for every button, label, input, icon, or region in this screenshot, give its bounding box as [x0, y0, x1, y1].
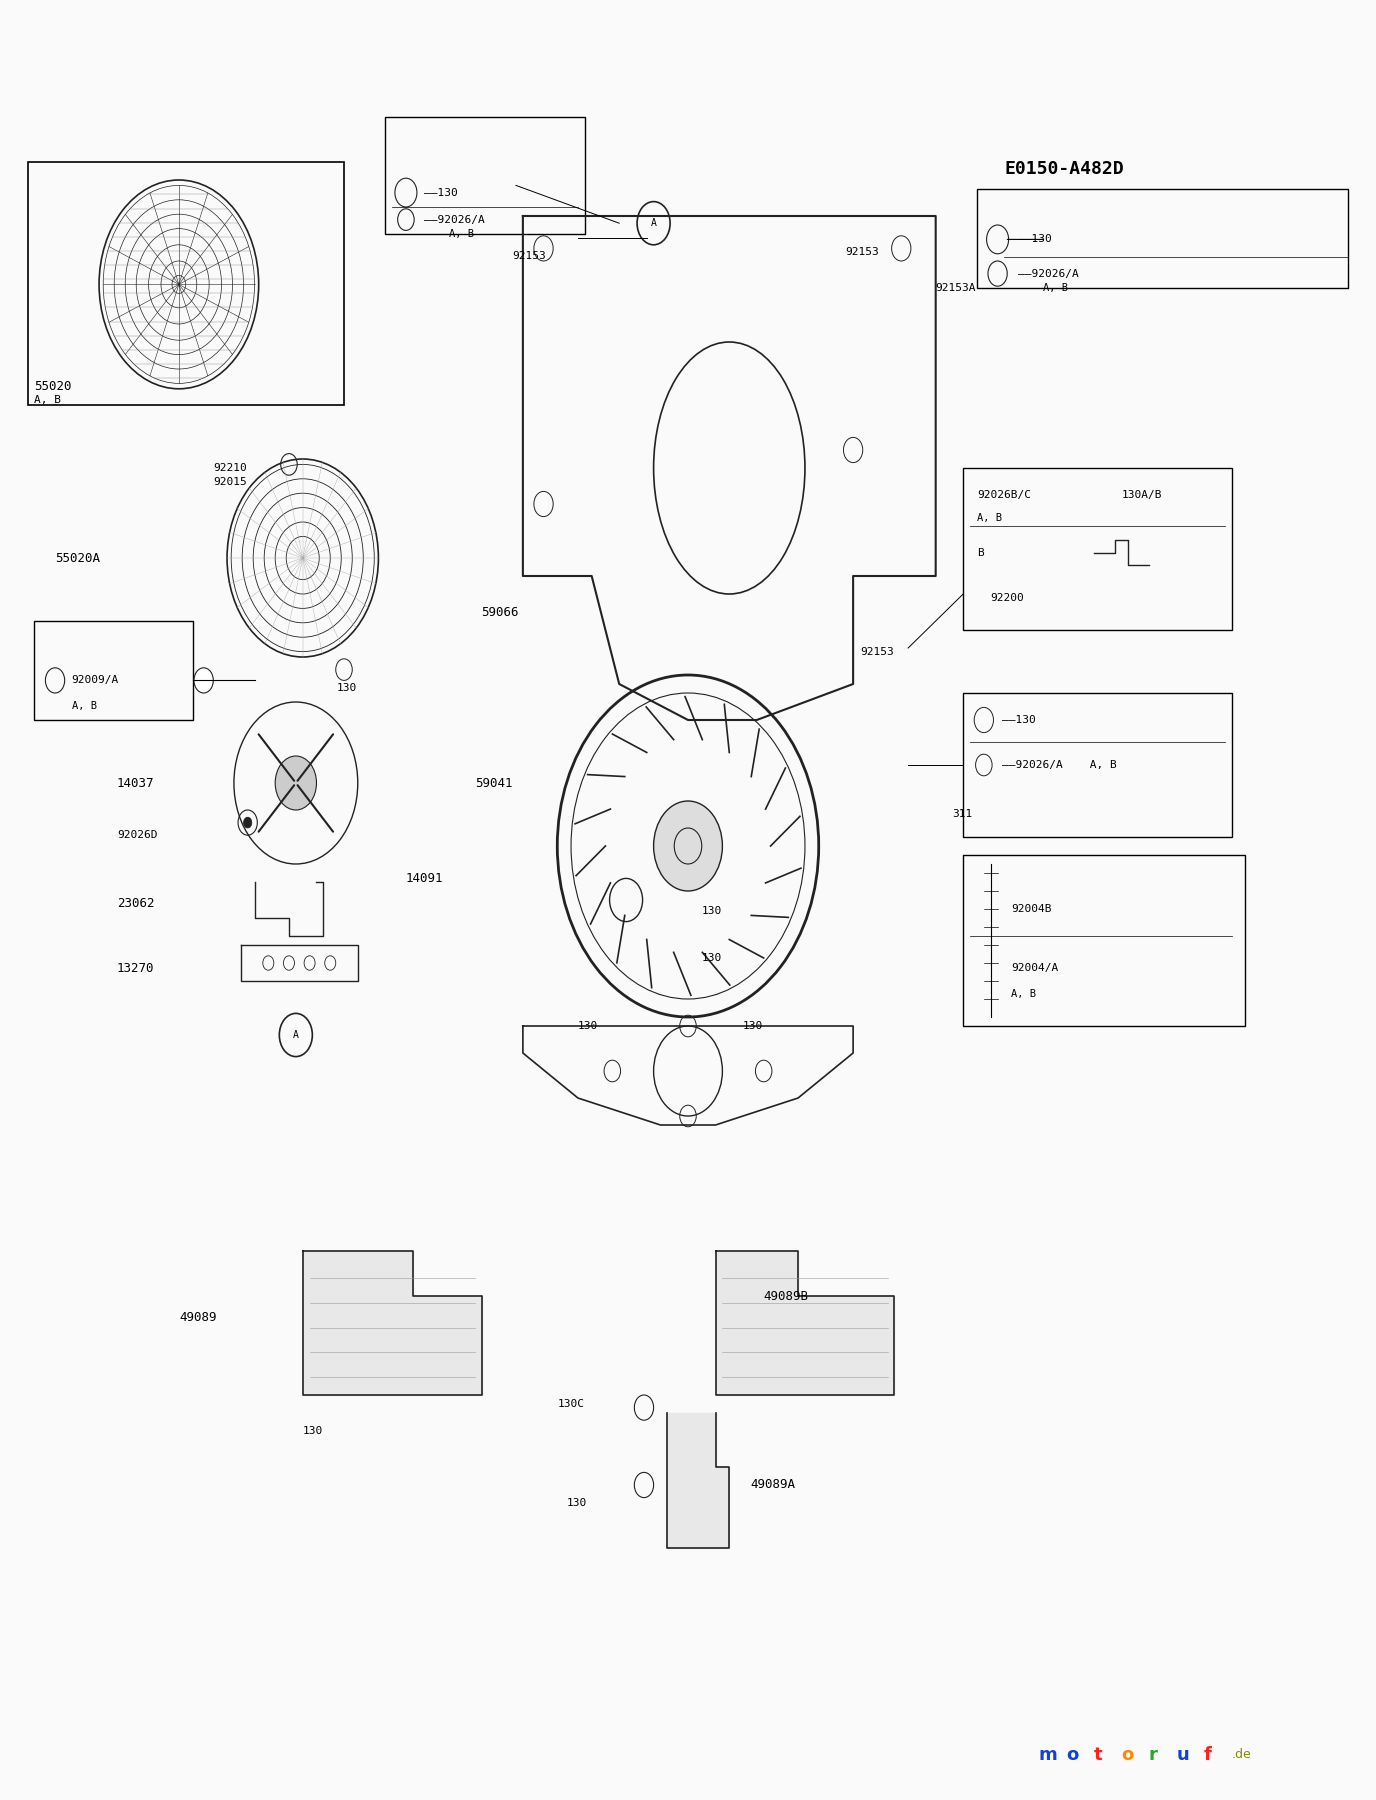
Text: A: A [651, 218, 656, 229]
Text: 55020: 55020 [34, 380, 72, 394]
Text: A: A [293, 1030, 299, 1040]
Text: ——92026/A    A, B: ——92026/A A, B [1002, 760, 1116, 770]
Text: 311: 311 [952, 808, 973, 819]
Text: o: o [1066, 1746, 1079, 1764]
Text: 130: 130 [567, 1498, 588, 1508]
Bar [963, 855, 1245, 1026]
Text: 92210: 92210 [213, 463, 248, 473]
Text: r: r [1149, 1746, 1157, 1764]
Text: 49089B: 49089B [764, 1289, 809, 1303]
Text: A, B: A, B [1011, 988, 1036, 999]
Text: ——92026/A: ——92026/A [1018, 268, 1079, 279]
Text: A, B: A, B [977, 513, 1002, 524]
Text: 59041: 59041 [475, 776, 512, 790]
Text: 130A/B: 130A/B [1121, 490, 1161, 500]
Text: 13270: 13270 [117, 961, 154, 976]
Text: 23062: 23062 [117, 896, 154, 911]
Text: 59066: 59066 [482, 605, 519, 619]
Text: ——130: ——130 [1018, 234, 1053, 245]
Bar [385, 117, 585, 234]
Text: o: o [1121, 1746, 1134, 1764]
Polygon shape [716, 1251, 894, 1395]
Text: 130: 130 [702, 952, 722, 963]
Text: B: B [977, 547, 984, 558]
Text: ——92026/A: ——92026/A [424, 214, 484, 225]
Text: 92153: 92153 [845, 247, 879, 257]
Text: 92026D: 92026D [117, 830, 157, 841]
Text: t: t [1094, 1746, 1102, 1764]
Circle shape [654, 801, 722, 891]
Text: A, B: A, B [72, 700, 96, 711]
Bar [34, 621, 193, 720]
Circle shape [275, 756, 316, 810]
Text: A, B: A, B [1018, 283, 1068, 293]
Text: 92004/A: 92004/A [1011, 963, 1058, 974]
Text: 130C: 130C [557, 1399, 585, 1409]
Text: 130: 130 [303, 1426, 323, 1436]
Polygon shape [303, 1251, 482, 1395]
Text: m: m [1039, 1746, 1058, 1764]
Text: u: u [1176, 1746, 1189, 1764]
Bar [28, 162, 344, 405]
Bar [963, 468, 1232, 630]
Text: 92026B/C: 92026B/C [977, 490, 1031, 500]
Text: 14037: 14037 [117, 776, 154, 790]
Text: 92004B: 92004B [1011, 904, 1051, 914]
Text: A, B: A, B [34, 394, 62, 405]
Text: 92153A: 92153A [936, 283, 976, 293]
Text: 49089: 49089 [179, 1310, 216, 1325]
Bar [977, 189, 1348, 288]
Text: 130: 130 [337, 682, 358, 693]
Text: f: f [1204, 1746, 1212, 1764]
Text: 92015: 92015 [213, 477, 248, 488]
Text: 49089A: 49089A [750, 1478, 795, 1492]
Text: ——130: ——130 [1002, 715, 1036, 725]
Text: 55020A: 55020A [55, 551, 100, 565]
Text: 92200: 92200 [991, 592, 1025, 603]
Text: E0150-A482D: E0150-A482D [1004, 160, 1124, 178]
Text: 130: 130 [702, 905, 722, 916]
Text: 92153: 92153 [512, 250, 546, 261]
Circle shape [244, 817, 252, 828]
Text: 130: 130 [743, 1021, 764, 1031]
Text: 92009/A: 92009/A [72, 675, 118, 686]
Text: ——130: ——130 [424, 187, 458, 198]
Circle shape [194, 668, 213, 693]
Bar [963, 693, 1232, 837]
Text: 14091: 14091 [406, 871, 443, 886]
Text: 92153: 92153 [860, 646, 894, 657]
Polygon shape [667, 1413, 729, 1548]
Text: .de: .de [1232, 1748, 1251, 1762]
Text: 130: 130 [578, 1021, 599, 1031]
Text: A, B: A, B [424, 229, 473, 239]
